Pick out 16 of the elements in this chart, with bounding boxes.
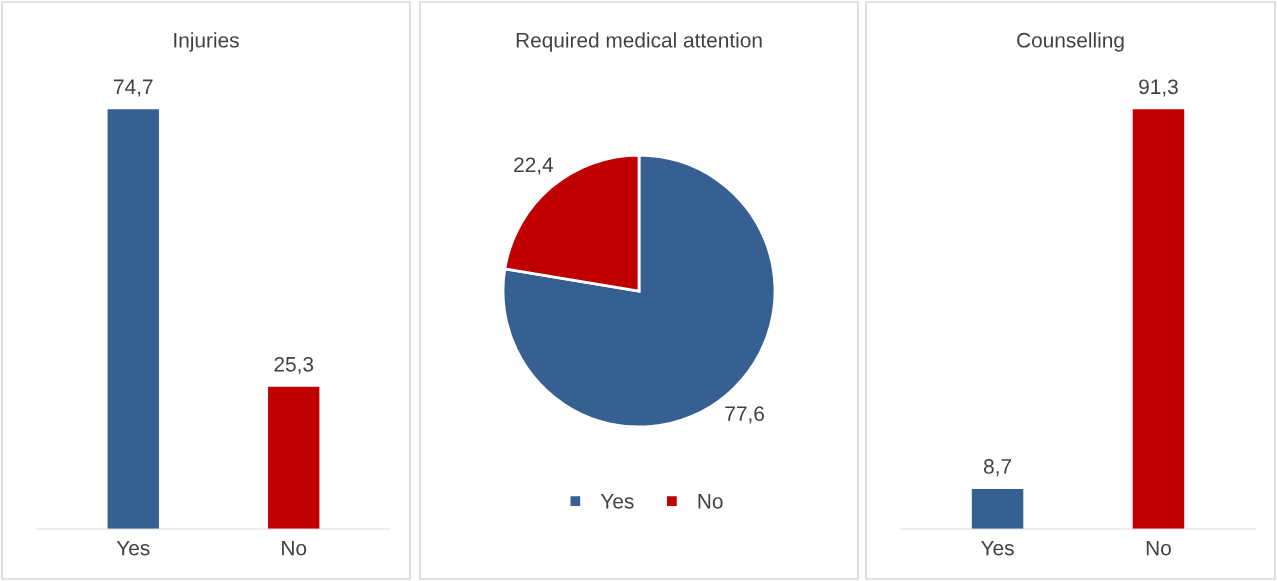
x-tick-label: No — [1146, 540, 1171, 556]
legend-label: No — [698, 494, 723, 509]
data-label: 77,6 — [725, 406, 764, 424]
data-label: 8,7 — [983, 459, 1011, 477]
chart-title: Required medical attention — [516, 32, 762, 52]
legend-label: Yes — [600, 494, 634, 509]
data-label: 25,3 — [274, 356, 314, 375]
data-label: 74,7 — [114, 79, 153, 97]
x-tick-label: Yes — [981, 540, 1014, 556]
data-label: 22,4 — [514, 157, 554, 175]
data-label: 91,3 — [1139, 79, 1178, 97]
pie-slice — [501, 153, 777, 429]
x-tick-label: No — [282, 540, 307, 556]
x-tick-label: Yes — [116, 540, 150, 556]
chart-title: Injuries — [174, 32, 239, 52]
chart-title: Counselling — [1017, 32, 1124, 52]
